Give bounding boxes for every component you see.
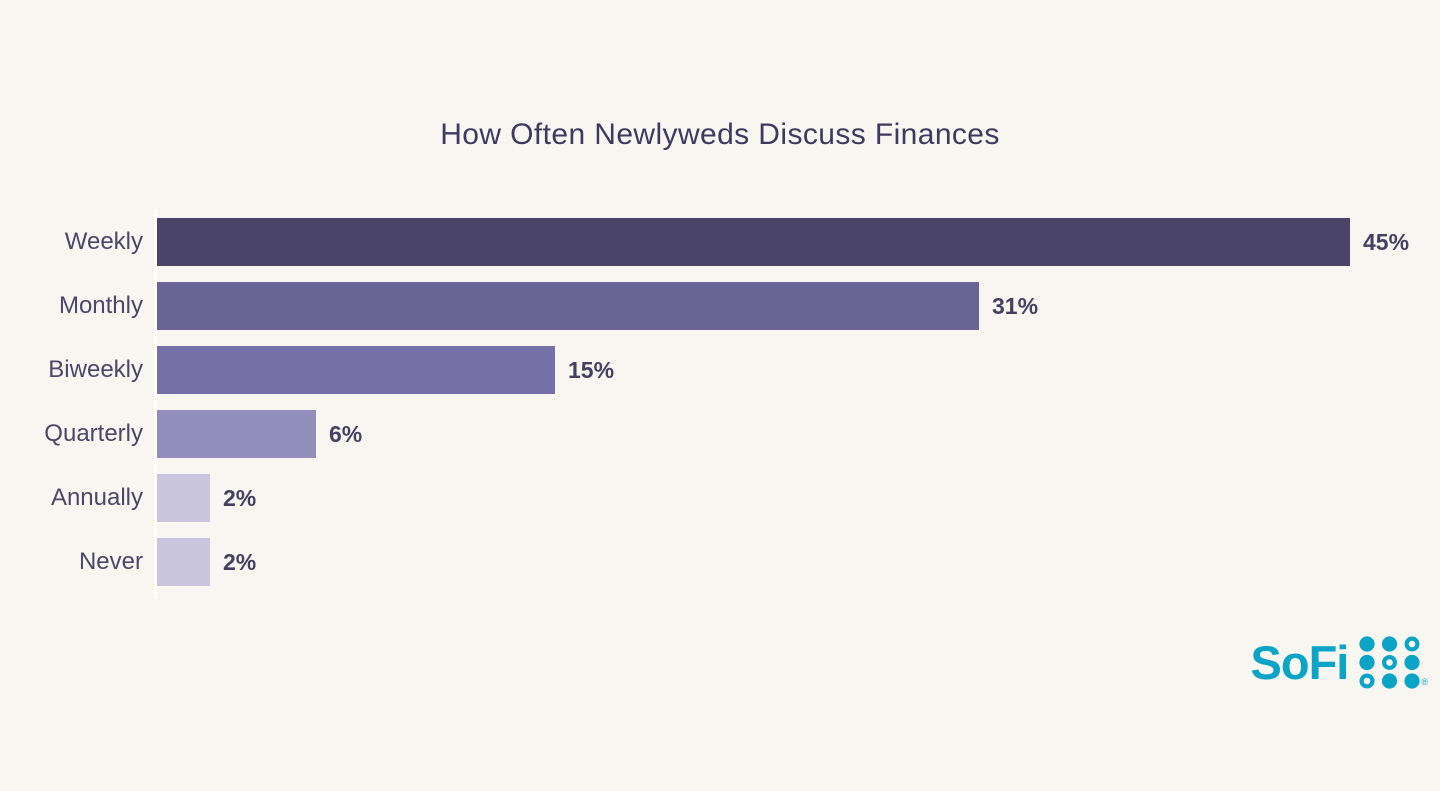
chart-row: Biweekly 15% [0,346,1440,394]
bar [157,410,316,458]
bar-track: 6% [157,410,1440,458]
chart-row: Never 2% [0,538,1440,586]
value-label: 45% [1363,228,1410,255]
chart-row: Quarterly 6% [0,410,1440,458]
bar [157,538,210,586]
category-label: Quarterly [44,420,143,447]
value-label: 15% [568,356,615,383]
bar-track: 2% [157,474,1440,522]
category-label: Monthly [58,292,143,319]
bar [157,474,210,522]
category-label: Biweekly [48,356,143,383]
bar-track: 45% [157,218,1440,266]
sofi-dot-grid-icon [1359,636,1420,689]
chart-row: Monthly 31% [0,282,1440,330]
value-label: 2% [223,548,257,575]
category-label: Annually [50,484,143,511]
y-axis-line [154,209,157,599]
category-label: Never [78,548,143,575]
sofi-logo-text: SoFi [1250,636,1350,689]
bar [157,282,979,330]
sofi-logo: SoFi ® [1251,636,1428,689]
value-label: 2% [223,484,257,511]
bar-track: 15% [157,346,1440,394]
bar-track: 31% [157,282,1440,330]
category-label: Weekly [64,228,143,255]
bar [157,218,1350,266]
chart-row: Weekly 45% [0,218,1440,266]
value-label: 6% [329,420,363,447]
chart-title: How Often Newlyweds Discuss Finances [440,118,1000,151]
bar-chart: Weekly 45% Monthly 31% Biweekly 15% Quarterly 6… [0,218,1440,602]
chart-row: Annually 2% [0,474,1440,522]
bar-track: 2% [157,538,1440,586]
bar [157,346,555,394]
value-label: 31% [992,292,1039,319]
registered-trademark-icon: ® [1421,677,1428,687]
